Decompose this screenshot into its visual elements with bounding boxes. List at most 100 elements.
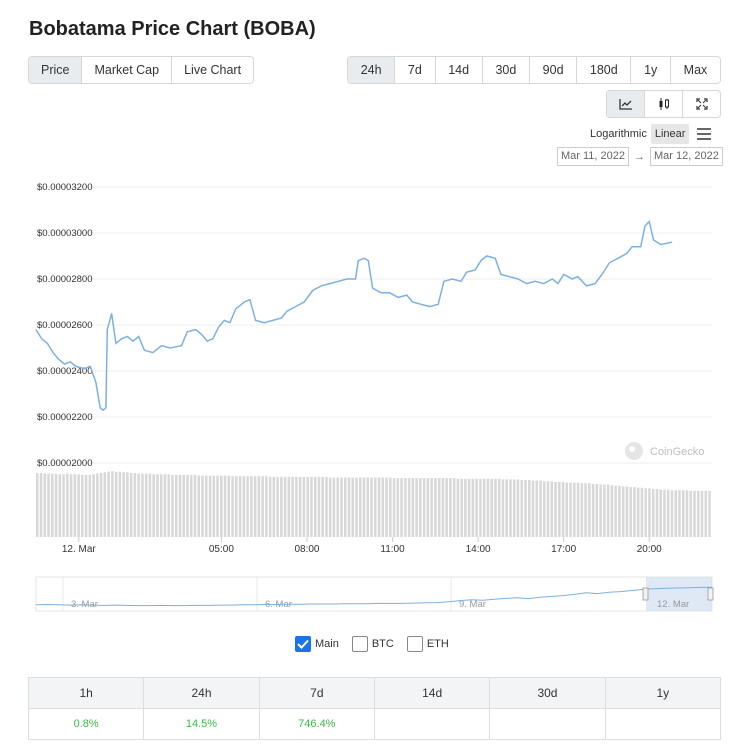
volume-bar [636,487,640,537]
volume-bar [527,480,531,537]
volume-bar [321,476,324,537]
y-tick-label: $0.00003000 [37,228,92,239]
volume-bar [96,473,99,537]
line-chart-icon [618,99,632,110]
main-checkbox[interactable] [295,636,311,652]
checkmark-icon [297,639,309,649]
volume-bar [400,478,403,537]
range-24h[interactable]: 24h [348,57,396,83]
toggle-main[interactable]: Main [295,636,339,652]
menu-icon[interactable] [697,128,712,140]
range-180d[interactable]: 180d [577,57,632,83]
y-tick-label: $0.00002600 [37,320,92,331]
volume-bar [231,476,234,537]
volume-bar [614,485,617,537]
scale-linear[interactable]: Linear [650,124,690,144]
volume-bar [133,473,137,537]
volume-bars [36,471,711,537]
navigator-right-handle[interactable] [707,587,714,601]
volume-bar [81,474,84,537]
btc-checkbox[interactable] [351,636,368,652]
toggle-btc[interactable]: BTC [351,636,394,652]
range-max[interactable]: Max [670,57,720,83]
volume-bar [651,489,655,537]
range-1y[interactable]: 1y [631,57,671,83]
scale-logarithmic[interactable]: Logarithmic [590,128,647,140]
volume-bar [460,478,463,537]
fullscreen-icon [695,98,708,110]
btc-label: BTC [371,638,394,650]
volume-bar [449,478,452,537]
volume-bar [456,478,460,537]
eth-checkbox[interactable] [406,636,423,652]
x-tick-label: 05:00 [209,544,234,555]
fullscreen-button[interactable] [683,91,720,117]
volume-bar [445,478,448,537]
volume-bar [201,475,204,537]
volume-bar [565,482,569,537]
volume-bar [366,477,370,537]
volume-bar [317,476,321,537]
price-chart[interactable]: $0.00003200 $0.00003000 $0.00002800 $0.0000… [0,0,732,560]
volume-bar [280,476,283,537]
volume-bar [693,490,696,537]
volume-bar [272,476,276,537]
volume-bar [520,480,524,537]
volume-bar [404,478,407,537]
volume-bar [670,490,674,537]
tab-price[interactable]: Price [29,57,83,83]
volume-bar [223,475,227,537]
range-7d[interactable]: 7d [395,57,436,83]
volume-bar [392,478,396,537]
tab-live-chart[interactable]: Live Chart [172,57,254,83]
value-1h: 0.8% [29,709,145,739]
volume-bar [268,476,272,537]
volume-bar [126,472,129,537]
volume-bar [58,474,62,537]
range-14d[interactable]: 14d [435,57,483,83]
volume-bar [193,474,197,537]
volume-bar [539,480,542,537]
arrow-icon: → [634,150,646,163]
volume-bar [43,473,47,537]
volume-bar [114,471,118,537]
navigator-selection[interactable] [646,577,712,611]
volume-bar [595,483,599,537]
volume-bar [159,474,163,537]
volume-bar [434,478,437,537]
volume-bar [486,478,490,537]
navigator-left-handle[interactable] [642,587,649,601]
volume-bar [313,476,317,537]
date-to-input[interactable]: Mar 12, 2022 [650,147,723,166]
volume-bar [415,478,418,537]
volume-bar [389,477,392,537]
candlestick-button[interactable] [645,91,683,117]
range-90d[interactable]: 90d [529,57,578,83]
volume-bar [351,477,355,537]
volume-bar [467,478,471,537]
volume-bar [516,479,520,537]
tab-market-cap[interactable]: Market Cap [82,57,173,83]
volume-bar [69,474,73,537]
y-axis: $0.00003200 $0.00003000 $0.00002800 $0.0000… [37,182,92,469]
volume-bar [205,475,208,537]
volume-bar [497,478,501,537]
range-30d[interactable]: 30d [482,57,530,83]
value-14d [375,709,491,739]
volume-bar [212,475,216,537]
volume-bar [189,474,193,537]
date-from-input[interactable]: Mar 11, 2022 [557,147,630,166]
volume-bar [655,489,659,537]
volume-bar [531,480,535,537]
volume-bar [186,474,189,537]
volume-bar [47,473,50,537]
toggle-eth[interactable]: ETH [406,636,449,652]
candlestick-icon [659,98,669,110]
volume-bar [302,476,306,537]
volume-bar [163,474,167,537]
value-1y [606,709,720,739]
navigator[interactable]: 3. Mar 6. Mar 9. Mar 12. Mar [0,574,732,614]
volume-bar [99,473,103,537]
line-chart-button[interactable] [607,91,645,117]
volume-bar [666,489,670,537]
